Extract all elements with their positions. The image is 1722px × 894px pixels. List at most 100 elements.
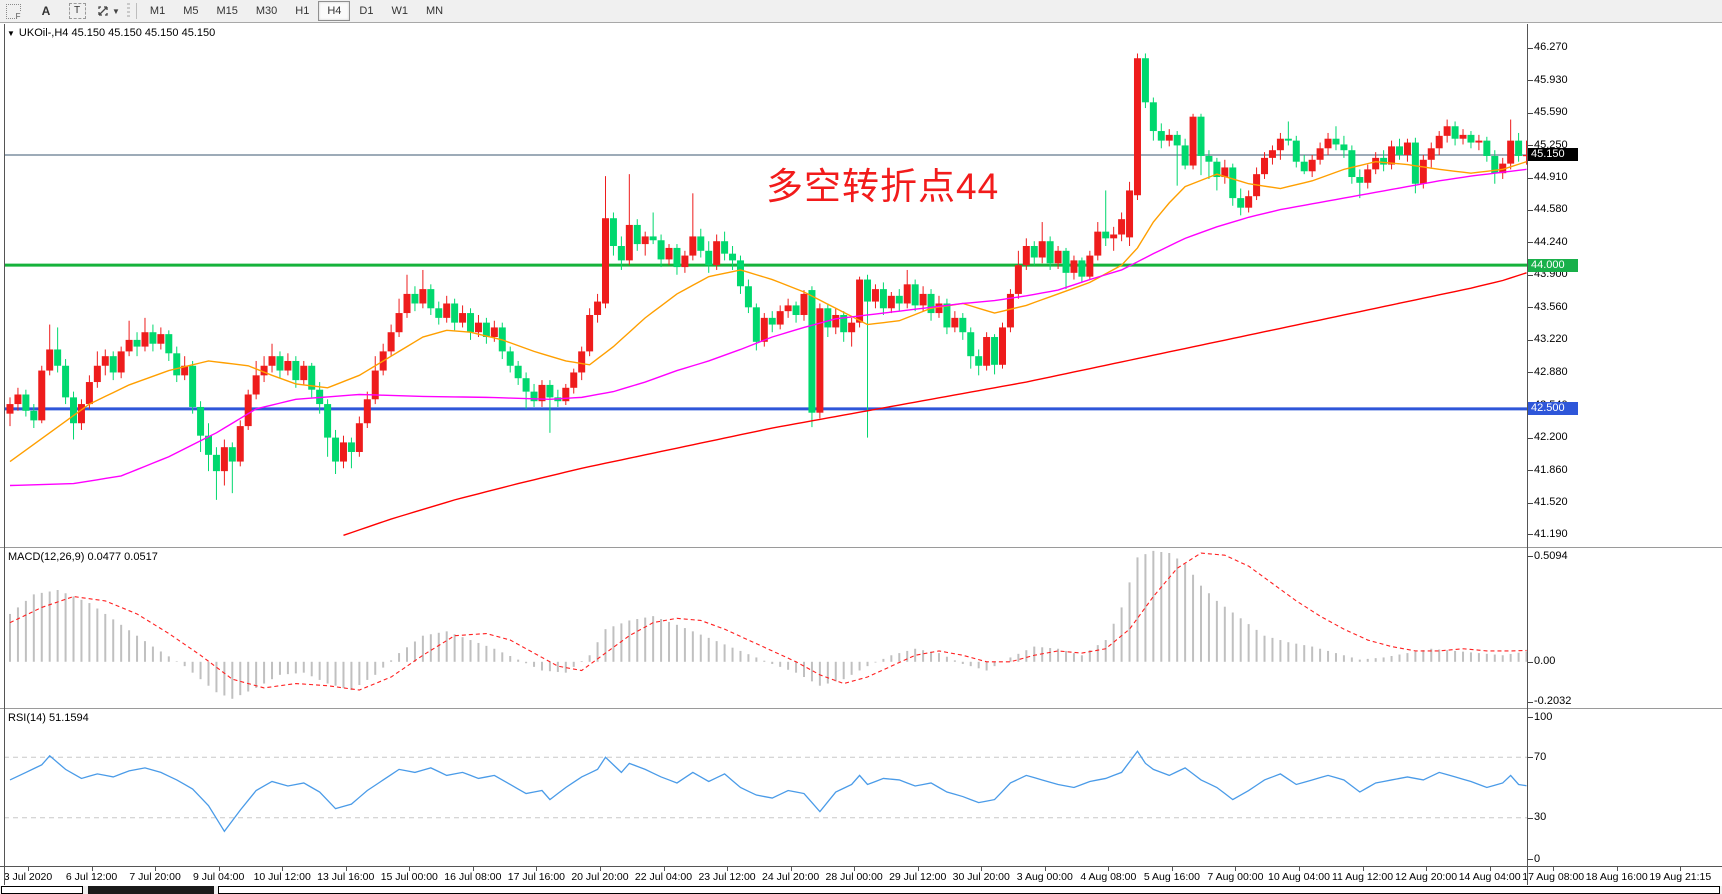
time-tick [409, 867, 411, 871]
toolbar-separator [135, 3, 137, 19]
time-label: 11 Aug 12:00 [1331, 871, 1394, 883]
symbol-ohlc-text: UKOil-,H4 45.150 45.150 45.150 45.150 [18, 27, 216, 39]
time-tick [1108, 867, 1110, 871]
time-label: 4 Aug 08:00 [1080, 871, 1137, 883]
price-tick-label: 43.560 [1534, 300, 1568, 313]
scrollbar-segment-left[interactable] [1, 886, 83, 894]
chart-annotation-text[interactable]: 多空转折点44 [766, 166, 1000, 207]
price-badge-45.150: 45.150 [1528, 148, 1578, 162]
rsi-tick-label: 30 [1534, 811, 1547, 824]
time-label: 10 Jul 12:00 [253, 871, 311, 883]
time-tick [1235, 867, 1237, 871]
text-box-tool-button[interactable]: T [67, 1, 87, 21]
timeframe-h1[interactable]: H1 [295, 5, 310, 17]
scale-tick [1528, 339, 1533, 341]
time-label: 13 Jul 16:00 [317, 871, 375, 883]
ma-mid-magenta [9, 168, 1527, 487]
time-tick [1616, 867, 1618, 871]
time-label: 6 Jul 12:00 [65, 871, 118, 883]
scale-tick [1528, 145, 1533, 147]
time-label: 3 Jul 2020 [3, 871, 53, 883]
time-label: 5 Aug 16:00 [1143, 871, 1200, 883]
grid-tool-button[interactable]: F [1, 1, 21, 21]
time-tick [981, 867, 983, 871]
text-label-tool-button[interactable]: A [36, 1, 56, 21]
chart-toolbar: F A T ▼ M1 M5 M15 M30 H1 H4 D1 W1 MN [0, 0, 1722, 23]
time-label: 17 Aug 08:00 [1522, 871, 1585, 883]
diagonal-arrows-icon [98, 6, 108, 16]
cursor-tool-button[interactable]: ▼ [96, 1, 120, 21]
rsi-label: RSI(14) 51.1594 [8, 712, 89, 724]
time-axis[interactable]: 3 Jul 2020 6 Jul 12:00 7 Jul 20:00 9 Jul 04… [0, 866, 1722, 887]
time-label: 24 Jul 20:00 [761, 871, 820, 883]
macd-plot[interactable] [0, 549, 1722, 707]
time-tick [28, 867, 29, 871]
time-tick [917, 867, 919, 871]
time-tick [1044, 867, 1046, 871]
toolbar-drag-handle[interactable] [126, 3, 130, 19]
time-label: 10 Aug 04:00 [1268, 871, 1330, 883]
time-label: 17 Jul 16:00 [507, 871, 565, 883]
time-tick [218, 867, 220, 871]
time-label: 19 Aug 21:15 [1649, 871, 1712, 883]
main-chart-plot[interactable] [0, 24, 1722, 547]
time-label: 23 Jul 12:00 [698, 871, 756, 883]
scale-tick [1528, 717, 1533, 718]
ma-slow-red [343, 272, 1527, 536]
plot-left-border [4, 24, 5, 885]
macd-tick-label: 0.5094 [1534, 549, 1568, 562]
rsi-tick-label: 100 [1534, 710, 1553, 723]
price-badge-44.000: 44.000 [1528, 258, 1578, 272]
price-tick-label: 45.250 [1534, 138, 1568, 151]
time-tick [727, 867, 729, 871]
timeframe-h4[interactable]: H4 [318, 1, 351, 21]
timeframe-m15[interactable]: M15 [216, 5, 238, 17]
scale-tick [1528, 274, 1533, 276]
time-tick [790, 867, 792, 871]
scale-tick [1528, 80, 1533, 82]
time-tick [91, 867, 93, 871]
time-tick [155, 867, 157, 871]
time-label: 7 Jul 20:00 [129, 871, 181, 883]
dashed-t-icon: T [68, 3, 86, 19]
letter-a-icon: A [41, 4, 51, 18]
scale-tick [1528, 437, 1533, 439]
rsi-tick-label: 70 [1534, 750, 1547, 763]
timeframe-m1[interactable]: M1 [149, 5, 166, 17]
panel-separator[interactable] [0, 708, 1722, 709]
scale-tick [1528, 701, 1533, 703]
timeframe-d1[interactable]: D1 [359, 5, 374, 17]
scrollbar-segment-right[interactable] [218, 886, 1720, 894]
price-tick-label: 45.590 [1534, 106, 1568, 119]
rsi-line [9, 750, 1527, 833]
scale-tick [1528, 817, 1533, 819]
timeframe-w1[interactable]: W1 [391, 5, 408, 17]
panel-separator[interactable] [0, 547, 1722, 548]
rsi-plot[interactable] [0, 710, 1722, 865]
rsi-tick-label: 0 [1534, 852, 1541, 865]
macd-tick-label: -0.2032 [1534, 695, 1572, 708]
time-tick [536, 867, 538, 871]
price-tick-label: 41.860 [1534, 463, 1568, 476]
time-label: 28 Jul 00:00 [825, 871, 883, 883]
time-label: 7 Aug 00:00 [1207, 871, 1264, 883]
scale-tick [1528, 47, 1533, 49]
time-tick [472, 867, 474, 871]
time-tick [1489, 867, 1491, 871]
time-label: 3 Aug 00:00 [1016, 871, 1073, 883]
timeframe-mn[interactable]: MN [425, 5, 444, 17]
macd-signal-line [9, 552, 1527, 691]
macd-label: MACD(12,26,9) 0.0477 0.0517 [8, 551, 158, 563]
timeframe-m5[interactable]: M5 [183, 5, 199, 17]
chevron-down-icon: ▼ [112, 6, 120, 16]
time-tick [599, 867, 601, 871]
scale-tick [1528, 242, 1533, 244]
symbol-dropdown-icon[interactable]: ▼ [7, 28, 15, 38]
price-tick-label: 42.880 [1534, 365, 1568, 378]
scale-tick [1528, 177, 1533, 179]
time-label: 15 Jul 00:00 [380, 871, 438, 883]
scrollbar-thumb[interactable] [88, 886, 214, 894]
timeframe-m30[interactable]: M30 [255, 5, 278, 17]
scale-tick [1528, 209, 1533, 211]
